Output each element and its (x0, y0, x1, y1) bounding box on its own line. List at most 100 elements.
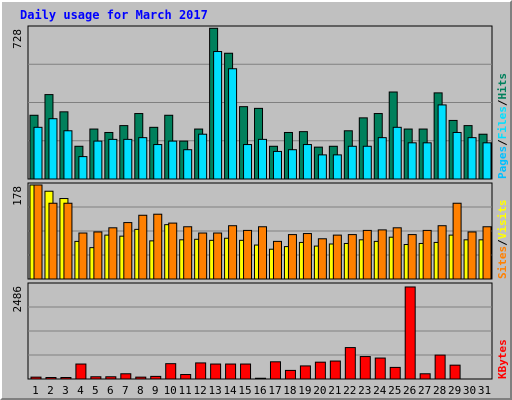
files-bar (198, 133, 208, 180)
day-label: 16 (253, 384, 266, 397)
files-bar (467, 137, 477, 180)
sites-bar (317, 238, 327, 280)
files-bar (138, 137, 148, 180)
kbytes-bar (90, 376, 102, 380)
day-label: 9 (152, 384, 159, 397)
sites-bar (93, 231, 103, 280)
day-label: 7 (122, 384, 129, 397)
files-bar (93, 140, 103, 180)
day-label: 6 (107, 384, 114, 397)
sites-bar (332, 234, 342, 280)
sites-bar (377, 229, 387, 280)
sites-bar (48, 202, 58, 280)
day-label: 23 (358, 384, 371, 397)
kbytes-bar (419, 373, 431, 380)
kbytes-bar (240, 363, 252, 380)
sites-bar (198, 232, 208, 280)
kbytes-bar (60, 377, 72, 380)
sites-bar (437, 225, 447, 280)
day-label: 27 (418, 384, 431, 397)
files-bar (377, 137, 387, 180)
files-bar (452, 131, 462, 180)
kbytes-bar (359, 356, 371, 380)
chart-title: Daily usage for March 2017 (20, 8, 208, 22)
files-bar (272, 150, 282, 180)
sites-bar (482, 226, 492, 280)
day-label: 20 (313, 384, 326, 397)
files-bar (48, 118, 58, 180)
day-label: 21 (328, 384, 341, 397)
day-label: 10 (164, 384, 177, 397)
series-legend: Pages/Files/Hits (496, 73, 509, 179)
day-label: 12 (194, 384, 207, 397)
files-bar (482, 142, 492, 180)
sites-bar (362, 229, 372, 280)
day-label: 28 (433, 384, 446, 397)
kbytes-bar (269, 361, 281, 380)
sites-bar (108, 227, 118, 280)
kbytes-bar (299, 365, 311, 380)
files-bar (437, 104, 447, 180)
day-label: 18 (283, 384, 296, 397)
day-label: 8 (137, 384, 144, 397)
kbytes-bar (344, 347, 356, 380)
files-bar (213, 51, 223, 180)
sites-bar (63, 202, 73, 280)
files-bar (258, 138, 268, 180)
files-bar (108, 138, 118, 180)
kbytes-bar (75, 363, 87, 380)
kbytes-bar (255, 377, 267, 380)
kbytes-bar (449, 364, 461, 380)
sites-bar (467, 231, 477, 280)
files-bar (422, 142, 432, 180)
y-max-label: 178 (11, 186, 24, 206)
day-label: 24 (373, 384, 387, 397)
sites-bar (33, 184, 43, 280)
files-bar (228, 68, 238, 180)
day-label: 29 (448, 384, 461, 397)
files-bar (168, 140, 178, 180)
kbytes-bar (404, 286, 416, 380)
sites-bar (272, 240, 282, 280)
sites-bar (452, 202, 462, 280)
day-label: 26 (403, 384, 416, 397)
sites-bar (228, 225, 238, 280)
files-bar (332, 154, 342, 180)
day-label: 31 (478, 384, 491, 397)
kbytes-bar (135, 376, 147, 380)
kbytes-bar (210, 363, 222, 380)
files-bar (407, 142, 417, 180)
kbytes-bar (314, 361, 326, 380)
day-label: 17 (268, 384, 281, 397)
files-bar (302, 144, 312, 180)
sites-bar (407, 234, 417, 280)
day-label: 15 (238, 384, 251, 397)
sites-bar (183, 226, 193, 280)
day-label: 30 (463, 384, 476, 397)
sites-bar (78, 232, 88, 280)
files-bar (317, 154, 327, 180)
sites-bar (302, 233, 312, 280)
y-max-label: 2486 (11, 286, 24, 313)
sites-bar (392, 227, 402, 280)
day-label: 2 (47, 384, 54, 397)
files-bar (123, 138, 133, 180)
kbytes-bar (389, 366, 401, 380)
sites-bar (243, 229, 253, 280)
sites-bar (213, 232, 223, 280)
files-bar (243, 144, 253, 180)
y-max-label: 728 (11, 29, 24, 49)
files-bar (153, 144, 163, 180)
day-label: 1 (32, 384, 39, 397)
day-label: 11 (179, 384, 192, 397)
kbytes-bar (225, 363, 237, 380)
kbytes-bar (374, 357, 386, 380)
files-bar (287, 149, 297, 180)
day-label: 5 (92, 384, 99, 397)
sites-bar (123, 222, 133, 280)
kbytes-bar (284, 369, 296, 380)
day-label: 25 (388, 384, 401, 397)
day-label: 3 (62, 384, 69, 397)
